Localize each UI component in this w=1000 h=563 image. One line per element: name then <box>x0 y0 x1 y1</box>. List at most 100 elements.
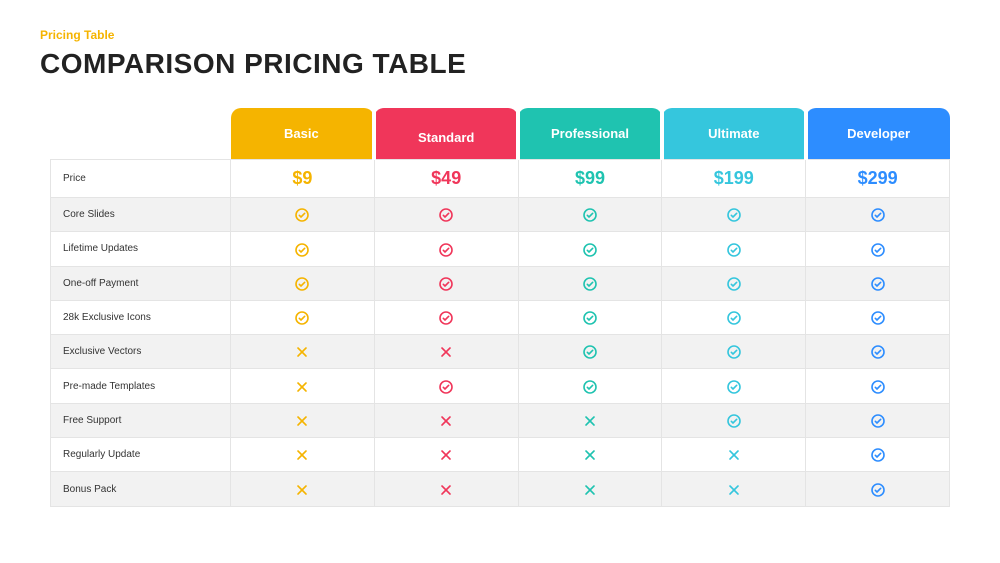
feature-label: Lifetime Updates <box>51 232 231 266</box>
pricing-table: BasicStandardProfessionalUltimateDevelop… <box>50 108 950 507</box>
check-icon <box>294 207 310 223</box>
feature-label: Free Support <box>51 403 231 437</box>
cell-support-developer <box>806 403 950 437</box>
page-title: COMPARISON PRICING TABLE <box>40 48 960 80</box>
price-value: $199 <box>714 168 754 188</box>
table-row: Core Slides <box>51 198 950 232</box>
cell-bonus-professional <box>518 472 662 506</box>
cell-bonus-ultimate <box>662 472 806 506</box>
check-icon <box>870 310 886 326</box>
cell-icons-professional <box>518 300 662 334</box>
plan-header-professional: Professional <box>518 108 662 160</box>
cell-icons-basic <box>231 300 375 334</box>
page-subtitle: Pricing Table <box>40 28 960 42</box>
cell-regupdate-professional <box>518 438 662 472</box>
cell-vectors-ultimate <box>662 335 806 369</box>
cell-bonus-basic <box>231 472 375 506</box>
check-icon <box>582 310 598 326</box>
check-icon <box>438 207 454 223</box>
cell-oneoff-standard <box>374 266 518 300</box>
check-icon <box>870 344 886 360</box>
cell-templates-developer <box>806 369 950 403</box>
table-row: Price$9$49$99$199$299 <box>51 160 950 198</box>
check-icon <box>870 413 886 429</box>
cell-icons-developer <box>806 300 950 334</box>
cross-icon <box>582 413 598 429</box>
cell-lifetime-standard <box>374 232 518 266</box>
cell-price-basic: $9 <box>231 160 375 198</box>
check-icon <box>582 344 598 360</box>
feature-label: Core Slides <box>51 198 231 232</box>
cell-oneoff-ultimate <box>662 266 806 300</box>
cell-vectors-developer <box>806 335 950 369</box>
check-icon <box>438 379 454 395</box>
check-icon <box>582 276 598 292</box>
check-icon <box>438 242 454 258</box>
cell-lifetime-basic <box>231 232 375 266</box>
check-icon <box>438 310 454 326</box>
table-row: One-off Payment <box>51 266 950 300</box>
cell-regupdate-ultimate <box>662 438 806 472</box>
cell-templates-basic <box>231 369 375 403</box>
check-icon <box>870 276 886 292</box>
check-icon <box>870 242 886 258</box>
check-icon <box>582 207 598 223</box>
check-icon <box>726 276 742 292</box>
cell-core-developer <box>806 198 950 232</box>
check-icon <box>870 482 886 498</box>
cell-core-basic <box>231 198 375 232</box>
check-icon <box>726 379 742 395</box>
plan-header-label: Developer <box>847 126 910 141</box>
cross-icon <box>582 447 598 463</box>
plan-header-label: Standard <box>418 130 474 145</box>
check-icon <box>582 242 598 258</box>
check-icon <box>726 207 742 223</box>
cell-price-developer: $299 <box>806 160 950 198</box>
cell-icons-ultimate <box>662 300 806 334</box>
check-icon <box>870 379 886 395</box>
cell-lifetime-ultimate <box>662 232 806 266</box>
feature-label: Pre-made Templates <box>51 369 231 403</box>
cell-regupdate-standard <box>374 438 518 472</box>
table-row: 28k Exclusive Icons <box>51 300 950 334</box>
cell-bonus-standard <box>374 472 518 506</box>
price-value: $49 <box>431 168 461 188</box>
plan-header-developer: Developer <box>806 108 950 160</box>
check-icon <box>870 207 886 223</box>
cell-vectors-standard <box>374 335 518 369</box>
cell-core-standard <box>374 198 518 232</box>
cell-support-professional <box>518 403 662 437</box>
plan-header-label: Professional <box>551 126 629 141</box>
cell-regupdate-developer <box>806 438 950 472</box>
feature-label: Exclusive Vectors <box>51 335 231 369</box>
cell-core-professional <box>518 198 662 232</box>
cross-icon <box>294 413 310 429</box>
check-icon <box>870 447 886 463</box>
cell-bonus-developer <box>806 472 950 506</box>
check-icon <box>726 242 742 258</box>
cell-core-ultimate <box>662 198 806 232</box>
cross-icon <box>294 379 310 395</box>
table-row: Free Support <box>51 403 950 437</box>
cell-oneoff-professional <box>518 266 662 300</box>
cell-oneoff-developer <box>806 266 950 300</box>
cross-icon <box>294 482 310 498</box>
check-icon <box>582 379 598 395</box>
check-icon <box>438 276 454 292</box>
plan-header-standard: Standard <box>374 108 518 160</box>
cell-icons-standard <box>374 300 518 334</box>
table-row: Regularly Update <box>51 438 950 472</box>
cell-templates-ultimate <box>662 369 806 403</box>
check-icon <box>726 413 742 429</box>
cross-icon <box>726 447 742 463</box>
cell-templates-professional <box>518 369 662 403</box>
cell-price-professional: $99 <box>518 160 662 198</box>
cell-lifetime-developer <box>806 232 950 266</box>
check-icon <box>294 242 310 258</box>
feature-label: 28k Exclusive Icons <box>51 300 231 334</box>
cell-support-standard <box>374 403 518 437</box>
cell-support-ultimate <box>662 403 806 437</box>
check-icon <box>294 276 310 292</box>
table-row: Lifetime Updates <box>51 232 950 266</box>
plan-header-label: Ultimate <box>708 126 759 141</box>
